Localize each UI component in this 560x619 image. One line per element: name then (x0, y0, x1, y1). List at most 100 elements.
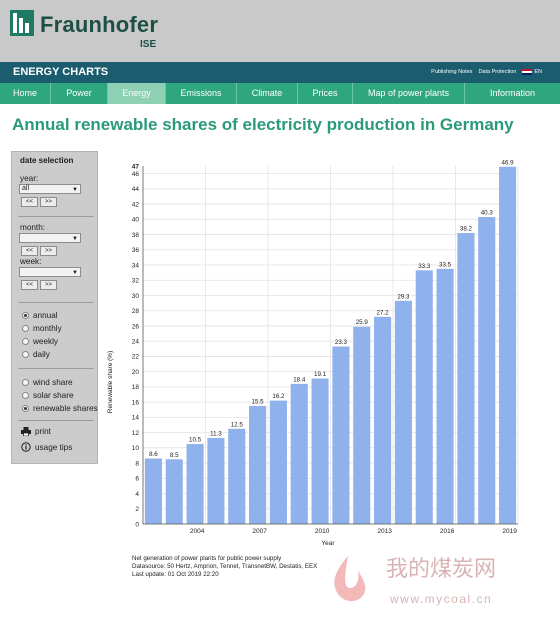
y-tick-label: 4 (135, 491, 139, 498)
watermark-url: www.mycoal.cn (389, 592, 492, 606)
year-select-value: all (22, 185, 30, 192)
bar-value-label: 10.5 (189, 437, 202, 444)
nav-emissions[interactable]: Emissions (166, 83, 237, 104)
x-tick-label: 2007 (252, 528, 267, 535)
nav-climate[interactable]: Climate (237, 83, 298, 104)
main-nav: Home Power Energy Emissions Climate Pric… (0, 83, 560, 104)
bar-value-label: 16.2 (272, 393, 285, 400)
site-header: Fraunhofer ISE (0, 0, 560, 62)
bar-value-label: 25.9 (356, 319, 369, 326)
x-tick-label: 2019 (502, 528, 517, 535)
print-button[interactable]: print (21, 427, 51, 436)
radio-icon (22, 350, 29, 358)
y-tick-label: 46 (132, 171, 140, 178)
y-tick-label: 44 (132, 186, 140, 193)
y-tick-label: 12 (132, 430, 140, 437)
period-option-weekly[interactable]: weekly (22, 336, 58, 346)
share-option-wind[interactable]: wind share (22, 377, 73, 387)
info-icon (21, 442, 31, 452)
y-tick-label: 18 (132, 384, 140, 391)
month-next-button[interactable]: >> (40, 246, 57, 256)
y-tick-label: 20 (132, 369, 140, 376)
y-tick-label: 34 (132, 262, 140, 269)
chart-bars (144, 166, 517, 524)
bar (207, 437, 225, 524)
x-tick-label: 2016 (440, 528, 455, 535)
panel-divider (18, 420, 94, 421)
nav-energy[interactable]: Energy (108, 83, 166, 104)
week-label: week: (20, 257, 42, 266)
footer-last-update: Last update: 01 Oct 2019 22:20 (132, 571, 219, 578)
y-axis-label: Renewable share (%) (107, 351, 114, 414)
x-tick-label: 2013 (377, 528, 392, 535)
energy-charts-bar: ENERGY CHARTS Publishing Notes Data Prot… (0, 62, 560, 83)
period-option-label: weekly (33, 336, 59, 346)
bar (311, 378, 329, 524)
share-option-label: renewable shares (33, 403, 98, 413)
bar-value-label: 18.4 (293, 376, 306, 383)
week-next-button[interactable]: >> (40, 280, 57, 290)
x-tick-label: 2004 (190, 528, 205, 535)
bar-value-label: 38.2 (460, 226, 473, 233)
flame-logo-icon (334, 556, 366, 602)
nav-map-of-power-plants[interactable]: Map of power plants (353, 83, 465, 104)
month-select[interactable]: ▼ (19, 233, 81, 243)
period-option-annual[interactable]: annual (22, 310, 58, 320)
panel-heading: date selection (20, 156, 74, 165)
share-option-renewable[interactable]: renewable shares (22, 403, 98, 413)
period-option-label: monthly (33, 323, 62, 333)
radio-icon (22, 391, 29, 399)
nav-prices[interactable]: Prices (298, 83, 353, 104)
bar (436, 268, 454, 524)
page-title: Annual renewable shares of electricity p… (12, 115, 514, 134)
fraunhofer-logo[interactable]: Fraunhofer ISE (10, 8, 170, 54)
bar-value-label: 27.2 (377, 309, 390, 316)
usage-tips-label: usage tips (35, 442, 73, 452)
y-tick-label: 10 (132, 445, 140, 452)
y-tick-label: 26 (132, 323, 140, 330)
week-prev-button[interactable]: << (21, 280, 38, 290)
y-tick-label: 38 (132, 232, 140, 239)
period-option-monthly[interactable]: monthly (22, 323, 62, 333)
nav-information[interactable]: Information (489, 88, 536, 98)
bar (228, 428, 246, 524)
chevron-down-icon: ▼ (72, 270, 78, 276)
y-tick-label: 2 (135, 506, 139, 513)
bar (165, 459, 183, 524)
nav-power[interactable]: Power (51, 83, 108, 104)
radio-selected-icon (22, 311, 29, 319)
publishing-notes-link[interactable]: Publishing Notes (431, 69, 473, 75)
y-tick-label: 30 (132, 293, 140, 300)
renewable-share-chart: 8.6 8.5 10.5 11.3 12.5 15.5 16.2 18.4 19.1 23.3 25… (107, 159, 519, 547)
bar-value-label: 46.9 (502, 159, 515, 166)
period-option-daily[interactable]: daily (22, 349, 50, 359)
y-tick-label: 42 (132, 201, 140, 208)
bar-value-label: 23.3 (335, 339, 348, 346)
week-select[interactable]: ▼ (19, 267, 81, 277)
chevron-down-icon: ▼ (72, 236, 78, 242)
language-selector[interactable]: EN (522, 69, 542, 75)
year-prev-button[interactable]: << (21, 197, 38, 207)
bar-value-label: 33.5 (439, 261, 452, 268)
year-select[interactable]: all ▼ (19, 184, 81, 194)
logo-wordmark: Fraunhofer (40, 12, 159, 37)
y-tick-label: 0 (135, 521, 139, 528)
radio-icon (22, 324, 29, 332)
bar (394, 300, 412, 524)
period-option-label: daily (33, 349, 50, 359)
nav-home[interactable]: Home (0, 83, 51, 104)
usage-tips-button[interactable]: usage tips (21, 442, 72, 452)
mycoal-watermark: 我的煤炭网 www.mycoal.cn (334, 556, 496, 606)
month-prev-button[interactable]: << (21, 246, 38, 256)
y-tick-label: 22 (132, 354, 140, 361)
data-protection-link[interactable]: Data Protection (478, 69, 517, 75)
bar (269, 400, 287, 524)
share-option-solar[interactable]: solar share (22, 390, 74, 400)
year-next-button[interactable]: >> (40, 197, 57, 207)
watermark-text: 我的煤炭网 (386, 557, 496, 582)
radio-icon (22, 337, 29, 345)
chevron-down-icon: ▼ (72, 187, 78, 193)
footer-datasource: Datasource: 50 Hertz, Amprion, Tennet, T… (132, 563, 318, 570)
bar-value-label: 15.5 (252, 398, 265, 405)
energy-charts-title[interactable]: ENERGY CHARTS (13, 66, 109, 78)
